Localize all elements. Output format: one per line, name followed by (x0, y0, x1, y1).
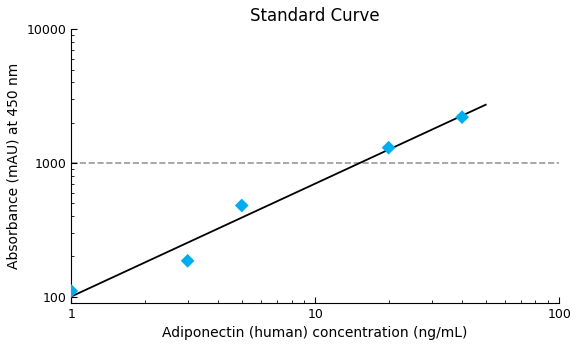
Point (183, 258, 192, 264)
Point (384, 145, 393, 151)
Point (237, 203, 246, 208)
Point (457, 115, 466, 120)
Title: Standard Curve: Standard Curve (250, 7, 380, 25)
X-axis label: Adiponectin (human) concentration (ng/mL): Adiponectin (human) concentration (ng/mL… (162, 326, 468, 340)
Point (66, 288, 76, 294)
Y-axis label: Absorbance (mAU) at 450 nm: Absorbance (mAU) at 450 nm (7, 63, 21, 269)
